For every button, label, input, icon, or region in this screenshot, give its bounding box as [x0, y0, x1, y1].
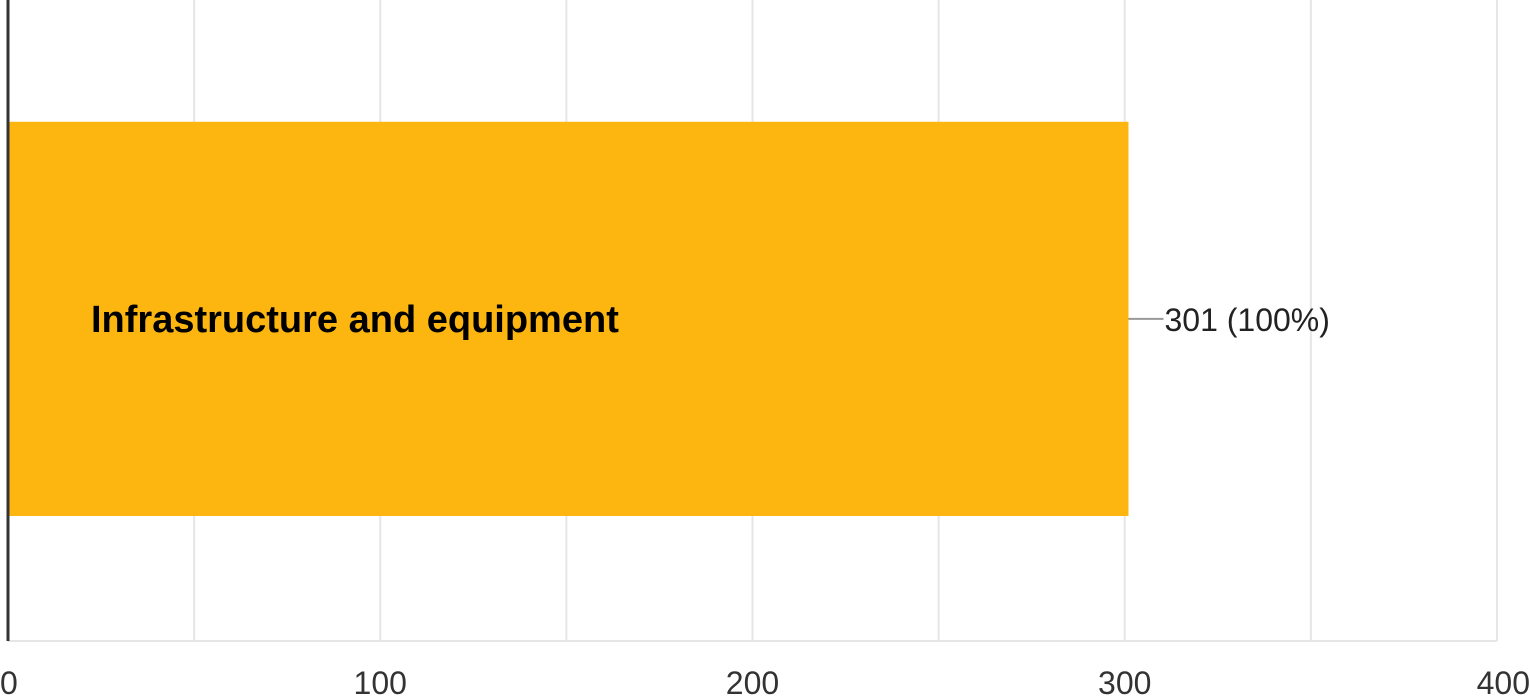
x-tick-label: 400: [1477, 665, 1530, 699]
x-tick-label: 200: [726, 665, 779, 699]
x-tick-labels: 0 100 200 300 400: [0, 665, 1530, 699]
x-tick-label: 100: [354, 665, 407, 699]
x-tick-label: 0: [0, 665, 18, 699]
x-tick-label: 300: [1098, 665, 1151, 699]
data-label: 301 (100%): [1164, 302, 1329, 338]
bar: [8, 121, 1129, 517]
data-labels: 301 (100%): [1128, 302, 1330, 338]
bar-category-label: Infrastructure and equipment: [91, 299, 619, 341]
bars: Infrastructure and equipment: [8, 121, 1129, 517]
